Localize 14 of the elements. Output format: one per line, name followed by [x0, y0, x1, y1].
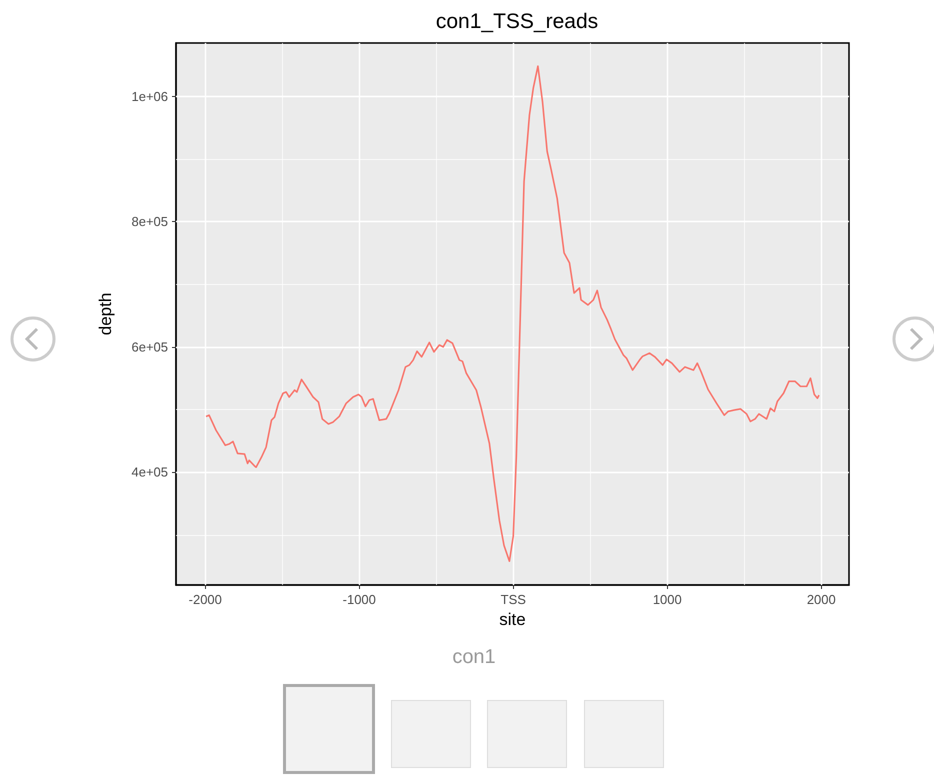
y-axis-title: depth: [96, 292, 115, 336]
line-series: [205, 65, 820, 562]
x-tick-label: 1000: [652, 592, 682, 607]
x-tick-label: TSS: [500, 592, 526, 607]
y-tick-label: 1e+06: [131, 88, 168, 104]
x-axis-title: site: [499, 610, 526, 629]
x-tick-label: 2000: [806, 592, 836, 607]
y-tick-label: 6e+05: [131, 339, 168, 354]
y-tick-label: 8e+05: [131, 214, 168, 230]
y-tick-label: 4e+05: [131, 464, 168, 480]
x-tick-label: -2000: [188, 592, 222, 607]
x-tick-label: -1000: [342, 592, 376, 607]
text: con1: [451, 646, 497, 669]
chart-title: con1_TSS_reads: [436, 10, 598, 33]
